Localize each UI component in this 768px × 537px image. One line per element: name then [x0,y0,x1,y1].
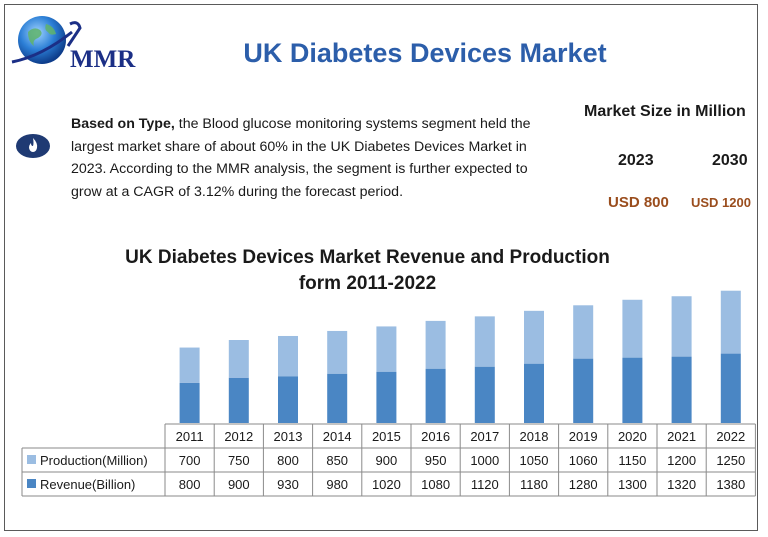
infographic-frame [4,4,758,531]
tick-label-2017: 2017 [470,429,499,444]
market-year-2023: 2023 [618,152,654,169]
production-value-2017: 1000 [470,453,499,468]
production-bar-2020 [622,299,643,358]
tick-label-2020: 2020 [618,429,647,444]
revenue-bar-2018 [524,363,544,423]
tick-label-2015: 2015 [372,429,401,444]
revenue-bar-2016 [425,368,446,423]
revenue-bar-2012 [228,377,249,423]
production-value-2016: 950 [425,453,447,468]
production-bar-2018 [524,310,544,364]
production-bar-2014 [327,330,348,374]
page-title: UK Diabetes Devices Market [243,38,607,68]
production-value-2011: 700 [179,453,201,468]
production-value-2021: 1200 [667,453,696,468]
revenue-value-2015: 1020 [372,477,401,492]
tick-label-2022: 2022 [716,429,745,444]
production-bar-2021 [671,296,692,357]
flame-icon [15,133,51,159]
production-bar-2013 [278,335,298,377]
tick-label-2014: 2014 [323,429,352,444]
logo-text: MMR [70,46,136,73]
legend-label-production: Production(Million) [40,453,148,468]
revenue-value-2014: 980 [326,477,348,492]
production-bar-2022 [720,290,741,354]
revenue-value-2018: 1180 [520,477,548,492]
legend-swatch-revenue [27,479,36,488]
tick-label-2019: 2019 [569,429,598,444]
production-bar-2011 [179,347,200,383]
tick-label-2016: 2016 [421,429,450,444]
production-bar-2015 [376,326,397,372]
revenue-value-2022: 1380 [716,477,745,492]
production-value-2022: 1250 [716,453,745,468]
brand-logo: MMR [8,10,138,73]
revenue-bar-2013 [278,376,298,423]
production-value-2019: 1060 [569,453,598,468]
chart-title: UK Diabetes Devices Market Revenue and P… [120,245,615,297]
legend-swatch-production [27,455,36,464]
tick-label-2013: 2013 [274,429,303,444]
tick-label-2012: 2012 [224,429,253,444]
production-value-2013: 800 [277,453,299,468]
globe-icon [11,16,82,64]
market-year-2030: 2030 [712,152,748,169]
summary-text: Based on Type, the Blood glucose monitor… [71,113,541,203]
legend-label-revenue: Revenue(Billion) [40,477,135,492]
revenue-value-2013: 930 [277,477,299,492]
production-value-2014: 850 [326,453,348,468]
revenue-value-2016: 1080 [421,477,450,492]
production-value-2018: 1050 [520,453,549,468]
chart-title-line-1: UK Diabetes Devices Market Revenue and P… [125,247,610,268]
chart-title-line-2: form 2011-2022 [298,273,437,294]
tick-label-2018: 2018 [520,429,549,444]
production-bar-2019 [573,305,594,359]
revenue-bar-2020 [622,357,643,423]
market-value-2030: USD 1200 [691,195,751,210]
production-bar-2012 [228,340,249,378]
production-value-2020: 1150 [618,453,646,468]
revenue-bar-2017 [474,366,495,423]
production-value-2015: 900 [376,453,398,468]
revenue-value-2017: 1120 [471,477,499,492]
production-value-2012: 750 [228,453,250,468]
revenue-value-2012: 900 [228,477,250,492]
revenue-bar-2015 [376,371,397,423]
production-bar-2017 [474,316,495,367]
summary-lead: Based on Type, [71,116,175,132]
tick-label-2021: 2021 [667,429,696,444]
revenue-value-2019: 1280 [569,477,598,492]
revenue-bar-2011 [179,382,200,423]
revenue-bar-2021 [671,356,692,423]
summary-body: the Blood glucose monitoring systems seg… [71,116,531,200]
revenue-bar-2014 [327,373,348,423]
revenue-value-2021: 1320 [667,477,696,492]
tick-label-2011: 2011 [176,429,204,444]
market-size-heading: Market Size in Million [584,103,746,120]
revenue-value-2020: 1300 [618,477,647,492]
revenue-value-2011: 800 [179,477,201,492]
revenue-bar-2019 [573,358,594,423]
revenue-bar-2022 [720,353,741,423]
market-value-2023: USD 800 [608,194,669,211]
production-bar-2016 [425,320,446,369]
